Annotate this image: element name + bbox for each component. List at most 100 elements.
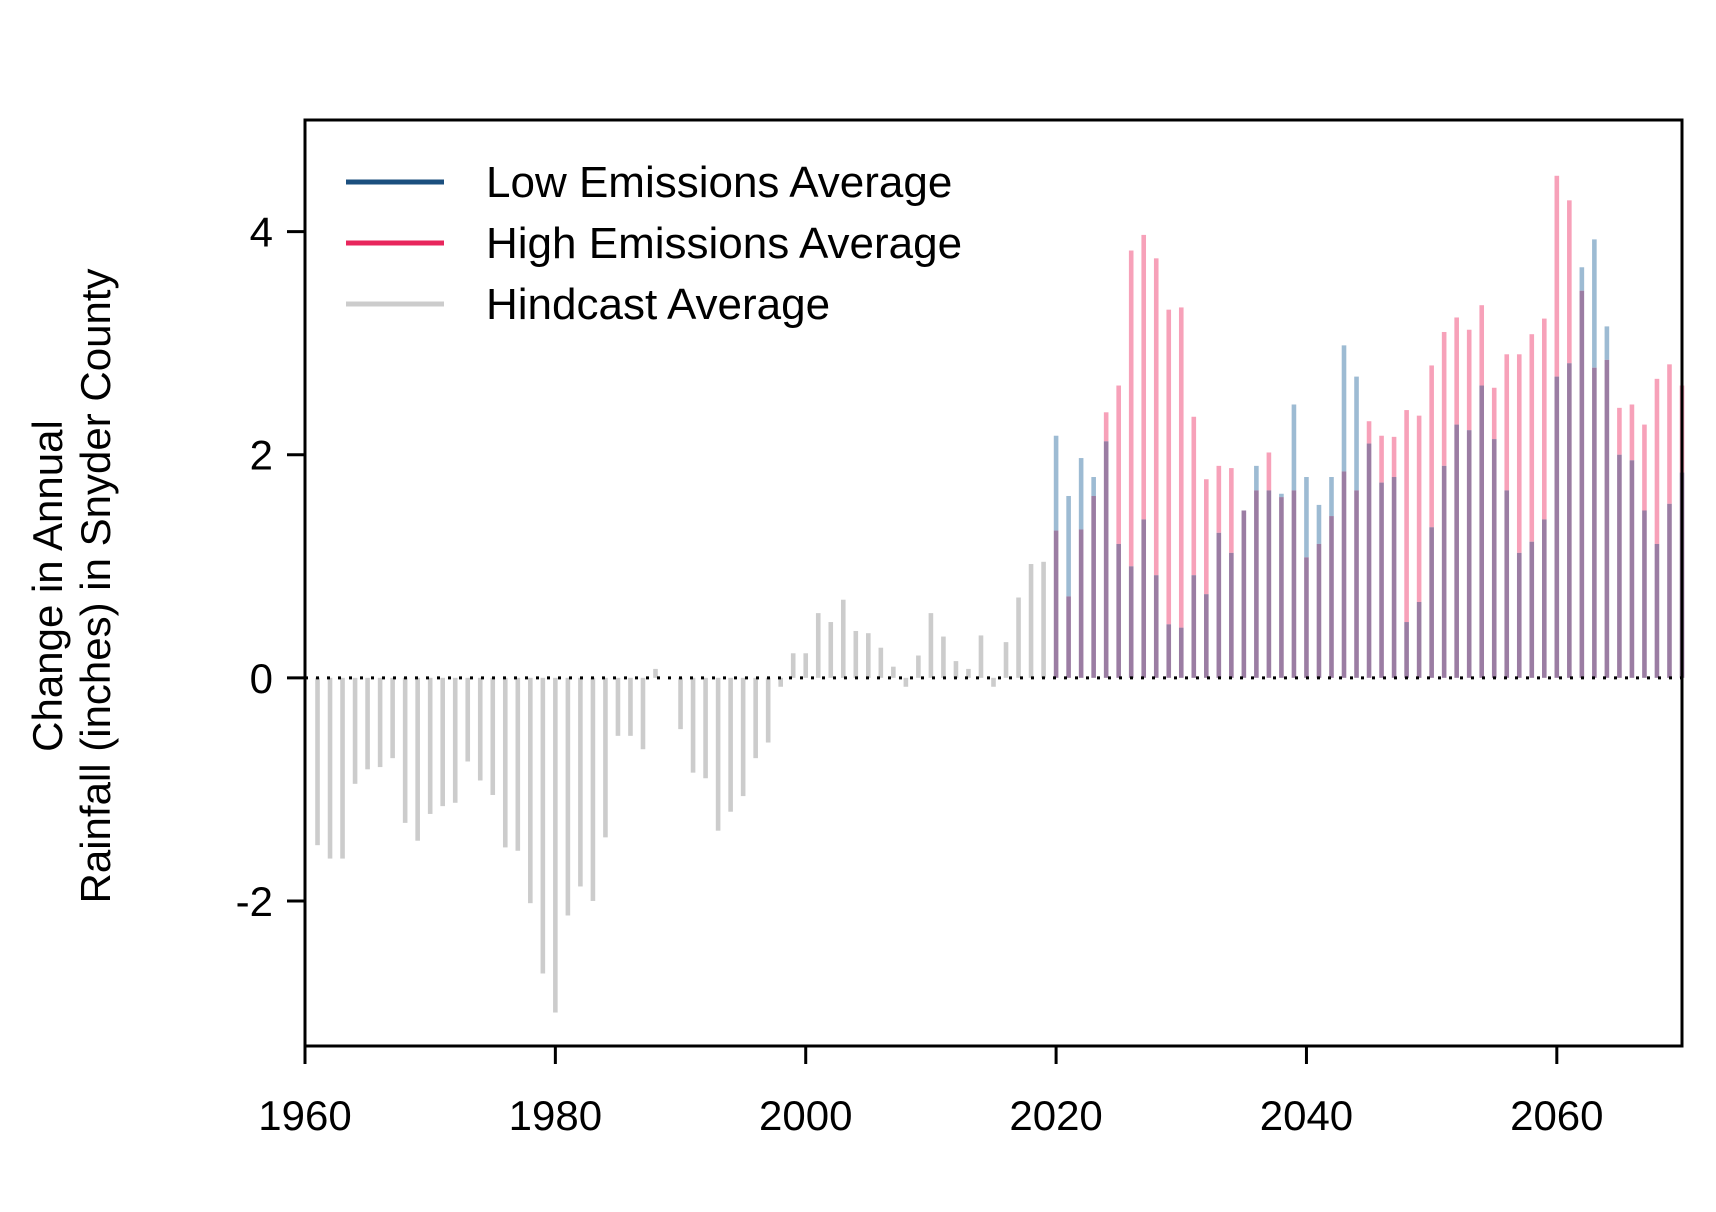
high-emissions-bar xyxy=(1529,334,1535,542)
hindcast-bar xyxy=(1003,642,1009,678)
overlap-bar xyxy=(1254,490,1259,678)
overlap-bar xyxy=(1304,557,1309,678)
hindcast-bar xyxy=(928,613,934,678)
hindcast-bar xyxy=(628,677,633,736)
hindcast-bar xyxy=(477,677,483,781)
y-tick-label: 4 xyxy=(250,209,273,256)
high-emissions-bar xyxy=(1491,387,1497,440)
low-emissions-bar xyxy=(1078,458,1084,530)
overlap-bar xyxy=(1592,367,1597,678)
legend-label-hindcast: Hindcast Average xyxy=(486,280,830,329)
hindcast-bar xyxy=(991,677,996,687)
overlap-bar xyxy=(1091,495,1096,678)
hindcast-bar xyxy=(916,655,921,678)
overlap-bar xyxy=(1604,359,1610,678)
hindcast-bar xyxy=(703,677,708,779)
overlap-bar xyxy=(1241,510,1247,678)
y-tick-label: 0 xyxy=(250,655,273,702)
overlap-bars xyxy=(1053,290,1685,678)
overlap-bar xyxy=(1429,527,1434,678)
overlap-bar xyxy=(1066,596,1071,678)
high-emissions-bar xyxy=(1391,436,1397,478)
low-emissions-bar xyxy=(1279,493,1284,498)
high-emissions-bar xyxy=(1116,385,1121,544)
high-emissions-bar xyxy=(1404,410,1409,623)
high-emissions-bar xyxy=(1266,452,1272,491)
low-emissions-bar xyxy=(1091,477,1096,496)
overlap-bar xyxy=(1216,532,1222,678)
y-axis-title: Change in Annual Rainfall (inches) in Sn… xyxy=(24,269,119,904)
overlap-bar xyxy=(1441,465,1447,678)
high-emissions-bar xyxy=(1629,404,1635,461)
high-emissions-bar xyxy=(1466,329,1472,431)
overlap-bar xyxy=(1178,627,1184,678)
hindcast-bar xyxy=(515,677,521,851)
low-emissions-bar xyxy=(1579,267,1585,291)
overlap-bar xyxy=(1504,490,1510,678)
x-axis: 1960 1980 2000 2020 2040 2060 xyxy=(258,1046,1604,1139)
hindcast-bar xyxy=(653,668,658,678)
overlap-bar xyxy=(1128,566,1134,678)
overlap-bar xyxy=(1416,601,1422,678)
x-tick-label: 1960 xyxy=(258,1092,351,1139)
hindcast-bar xyxy=(878,647,884,678)
y-tick-label: 2 xyxy=(250,432,273,479)
overlap-bar xyxy=(1266,490,1272,678)
overlap-bar xyxy=(1204,594,1209,678)
overlap-bar xyxy=(1379,482,1384,678)
hindcast-bar xyxy=(402,677,408,823)
high-emissions-bar xyxy=(1567,200,1572,364)
overlap-bar xyxy=(1516,552,1522,678)
hindcast-bar xyxy=(840,599,846,678)
overlap-bar xyxy=(1291,490,1297,678)
overlap-bar xyxy=(1654,543,1660,678)
high-emissions-bar xyxy=(1667,364,1672,504)
overlap-bar xyxy=(1529,541,1535,678)
low-emissions-bar xyxy=(1604,326,1610,360)
overlap-bar xyxy=(1667,503,1672,678)
hindcast-bar xyxy=(415,677,420,841)
legend: Low Emissions Average High Emissions Ave… xyxy=(346,158,962,329)
hindcast-bar xyxy=(966,668,971,678)
low-emissions-bar xyxy=(1592,239,1597,368)
high-emissions-bar xyxy=(1166,309,1172,625)
overlap-bar xyxy=(1629,460,1635,678)
high-emissions-bar xyxy=(1654,378,1660,544)
hindcast-bar xyxy=(603,677,608,838)
hindcast-bar xyxy=(803,653,809,678)
high-emissions-bar xyxy=(1103,412,1109,442)
high-emissions-bar xyxy=(1191,416,1197,576)
low-emissions-bar xyxy=(1341,345,1347,472)
high-emissions-bar xyxy=(1128,250,1134,567)
hindcast-bar xyxy=(978,635,984,678)
overlap-bar xyxy=(1229,552,1234,678)
low-emissions-bar xyxy=(1066,495,1071,597)
overlap-bar xyxy=(1153,575,1159,678)
hindcast-bar xyxy=(315,677,320,846)
hindcast-bar xyxy=(790,653,796,678)
legend-label-low: Low Emissions Average xyxy=(486,158,952,207)
high-emissions-bar xyxy=(1416,415,1422,602)
hindcast-bar xyxy=(440,677,445,807)
hindcast-bar xyxy=(377,677,383,768)
hindcast-bar xyxy=(578,677,583,887)
hindcast-bar xyxy=(815,613,821,678)
hindcast-bar xyxy=(753,677,758,759)
x-tick-label: 2020 xyxy=(1009,1092,1102,1139)
high-emissions-bar xyxy=(1216,465,1222,533)
hindcast-bar xyxy=(740,677,746,797)
overlap-bar xyxy=(1366,443,1372,678)
low-emissions-bars xyxy=(1053,239,1610,597)
high-emissions-bar xyxy=(1379,435,1384,483)
overlap-bar xyxy=(1354,490,1359,678)
overlap-bar xyxy=(1617,454,1622,678)
legend-label-high: High Emissions Average xyxy=(486,219,962,268)
hindcast-bar xyxy=(1016,597,1021,678)
high-emissions-bar xyxy=(1178,307,1184,628)
high-emissions-bar xyxy=(1516,354,1522,553)
plot-frame xyxy=(303,118,1684,1048)
hindcast-bar xyxy=(678,677,683,730)
high-emissions-bar xyxy=(1366,421,1372,444)
low-emissions-bar xyxy=(1053,435,1059,531)
